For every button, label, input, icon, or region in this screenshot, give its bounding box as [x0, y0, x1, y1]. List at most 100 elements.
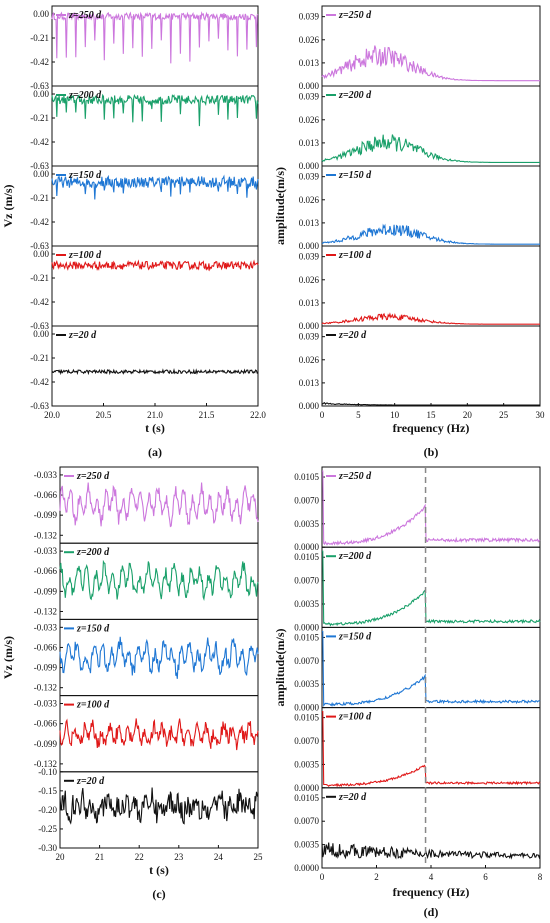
ytick-label-b-1-2: 0.013 — [299, 138, 320, 148]
ytick-label-b-4-3: 0.000 — [299, 401, 320, 411]
ytick-label-b-0-2: 0.013 — [299, 58, 320, 68]
panel-a: 0.00 -0.21 -0.42 -0.63 z=250 d 0.00 -0.21 -0.42… — [1, 5, 266, 459]
xtick-label-b-6: 30 — [536, 410, 546, 420]
ytick-label-b-1-1: 0.026 — [299, 115, 320, 125]
ytick-label-d-2-3: 0.0000 — [294, 703, 319, 713]
ytick-label-b-2-3: 0.000 — [299, 241, 320, 251]
subplot-a-3: 0.00 -0.21 -0.42 -0.63 z=100 d — [30, 245, 259, 331]
ytick-label-a-0-3: -0.63 — [30, 81, 49, 91]
ytick-label-b-4-0: 0.039 — [299, 332, 320, 342]
ytick-label-a-2-3: -0.63 — [30, 241, 49, 251]
subplot-c-2: -0.033 -0.066 -0.099 -0.132 z=150 d — [34, 618, 259, 697]
series-line-b-2 — [321, 223, 540, 245]
ytick-label-d-2-2: 0.0035 — [294, 679, 319, 689]
ytick-label-d-0-0: 0.0105 — [294, 472, 319, 482]
series-line-d-0 — [322, 470, 541, 546]
legend-label-c-4: z=20 d — [76, 776, 105, 787]
legend-label-d-1: z=200 d — [338, 551, 372, 562]
subplot-b-3: 0.039 0.026 0.013 0.000 z=100 d — [299, 245, 541, 331]
ytick-label-b-4-1: 0.026 — [299, 355, 320, 365]
subplot-a-4: 0.00 -0.21 -0.42 -0.63 z=20 d — [30, 325, 259, 411]
xlabel-c: t (s) — [149, 863, 169, 877]
ytick-label-d-3-2: 0.0035 — [294, 759, 319, 769]
subplot-a-2: 0.00 -0.21 -0.42 -0.63 z=150 d — [30, 165, 259, 251]
xtick-label-a-0: 20.0 — [44, 410, 60, 420]
ytick-label-d-1-3: 0.0000 — [294, 622, 319, 632]
ytick-label-c-0-3: -0.132 — [34, 530, 57, 540]
series-line-b-3 — [321, 312, 540, 325]
ytick-label-a-0-2: -0.42 — [30, 57, 49, 67]
ytick-label-b-0-1: 0.026 — [299, 35, 320, 45]
ytick-label-b-2-2: 0.013 — [299, 218, 320, 228]
legend-label-b-4: z=20 d — [338, 330, 367, 341]
series-line-c-3 — [59, 718, 259, 751]
series-line-c-0 — [59, 482, 259, 528]
series-line-d-3 — [322, 711, 541, 788]
ytick-label-d-3-0: 0.0105 — [294, 713, 319, 723]
xlabel-d: frequency (Hz) — [393, 885, 470, 899]
legend-label-a-2: z=150 d — [68, 170, 102, 181]
ytick-label-d-4-0: 0.0105 — [294, 793, 319, 803]
legend-label-b-2: z=150 d — [338, 170, 372, 181]
ytick-label-d-0-3: 0.0000 — [294, 542, 319, 552]
series-line-a-4 — [51, 368, 259, 376]
xtick-label-a-2: 21.0 — [147, 410, 163, 420]
legend-label-a-4: z=20 d — [68, 330, 97, 341]
series-line-c-4 — [59, 787, 259, 825]
xtick-label-b-4: 20 — [463, 410, 473, 420]
ytick-label-d-1-1: 0.0070 — [294, 576, 319, 586]
subplot-b-2: 0.039 0.026 0.013 0.000 z=150 d — [299, 165, 541, 251]
series-line-b-0 — [321, 45, 540, 82]
ytick-label-c-1-0: -0.033 — [34, 546, 58, 556]
ytick-label-c-2-3: -0.132 — [34, 683, 57, 693]
ytick-label-a-1-3: -0.63 — [30, 161, 49, 171]
subplot-c-3: -0.033 -0.066 -0.099 -0.132 z=100 d — [34, 695, 259, 773]
ytick-label-b-2-0: 0.039 — [299, 172, 320, 182]
series-line-d-1 — [322, 550, 541, 627]
legend-label-d-0: z=250 d — [338, 471, 372, 482]
ylabel-b: amplitude(m/s) — [273, 167, 287, 245]
ytick-label-b-2-1: 0.026 — [299, 195, 320, 205]
ytick-label-d-3-1: 0.0070 — [294, 736, 319, 746]
ytick-label-a-3-3: -0.63 — [30, 321, 49, 331]
subplot-d-2: 0.0105 0.0070 0.0035 0.0000 z=150 d — [294, 626, 541, 713]
subplot-d-4: 0.0105 0.0070 0.0035 0.0000 z=20 d — [294, 787, 541, 873]
legend-label-b-3: z=100 d — [338, 250, 372, 261]
ytick-label-d-1-0: 0.0105 — [294, 552, 319, 562]
xtick-label-d-2: 4 — [429, 872, 434, 882]
xtick-label-c-4: 24 — [214, 852, 224, 862]
xtick-label-c-0: 20 — [56, 852, 66, 862]
panel-label-b: (b) — [424, 445, 439, 459]
subplot-b-1: 0.039 0.026 0.013 0.000 z=200 d — [299, 85, 541, 171]
ytick-label-d-0-2: 0.0035 — [294, 519, 319, 529]
xtick-label-b-5: 25 — [499, 410, 509, 420]
ytick-label-a-4-2: -0.42 — [30, 377, 49, 387]
legend-label-a-1: z=200 d — [68, 90, 102, 101]
ytick-label-b-3-1: 0.026 — [299, 275, 320, 285]
legend-label-d-4: z=20 d — [338, 792, 367, 803]
ytick-label-a-3-0: 0.00 — [33, 249, 49, 259]
ytick-label-c-1-1: -0.066 — [34, 566, 58, 576]
legend-label-b-1: z=200 d — [338, 90, 372, 101]
ytick-label-c-4-4: -0.30 — [38, 843, 57, 853]
ytick-label-b-4-2: 0.013 — [299, 378, 320, 388]
ytick-label-a-1-2: -0.42 — [30, 137, 49, 147]
ytick-label-c-4-3: -0.25 — [38, 824, 57, 834]
ytick-label-c-1-2: -0.099 — [34, 586, 58, 596]
subplot-d-1: 0.0105 0.0070 0.0035 0.0000 z=200 d — [294, 546, 541, 632]
series-line-a-0 — [51, 11, 259, 64]
ytick-label-a-2-1: -0.21 — [30, 193, 49, 203]
ylabel-a: Vz (m/s) — [1, 185, 15, 228]
ytick-label-d-4-3: 0.0000 — [294, 863, 319, 873]
panel-label-d: (d) — [424, 905, 439, 919]
ytick-label-c-1-3: -0.132 — [34, 606, 57, 616]
ytick-label-a-0-0: 0.00 — [33, 9, 49, 19]
xtick-label-c-1: 21 — [95, 852, 104, 862]
series-line-b-1 — [321, 134, 540, 163]
xtick-label-d-0: 0 — [320, 872, 325, 882]
series-line-a-1 — [51, 93, 259, 127]
subplot-b-4: 0.039 0.026 0.013 0.000 z=20 d — [299, 325, 541, 411]
xtick-label-d-4: 8 — [538, 872, 543, 882]
